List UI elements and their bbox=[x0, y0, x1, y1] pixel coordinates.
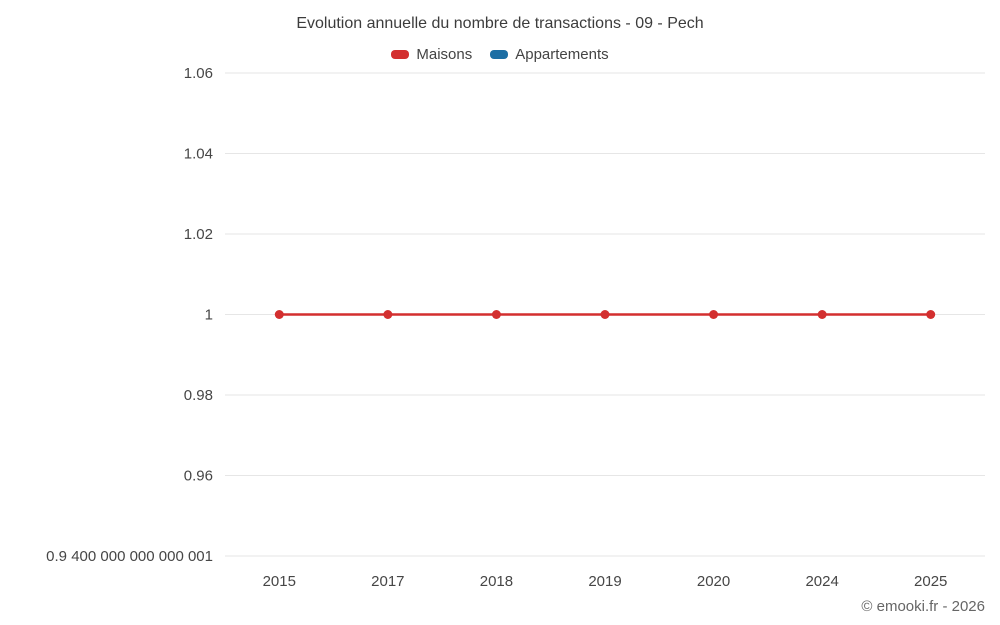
data-point[interactable] bbox=[926, 310, 936, 319]
y-tick-label: 0.9 400 000 000 000 001 bbox=[46, 548, 213, 565]
legend-item-appartements: Appartements bbox=[490, 46, 609, 63]
legend-swatch bbox=[391, 50, 410, 59]
legend-label: Maisons bbox=[416, 46, 473, 63]
data-point[interactable] bbox=[600, 310, 610, 319]
y-tick-label: 1.04 bbox=[184, 146, 213, 163]
legend-label: Appartements bbox=[515, 46, 609, 63]
x-tick-label: 2025 bbox=[914, 573, 947, 590]
x-tick-label: 2019 bbox=[588, 573, 621, 590]
legend-swatch bbox=[490, 50, 509, 59]
chart-title: Evolution annuelle du nombre de transact… bbox=[296, 15, 704, 32]
y-tick-label: 1.06 bbox=[184, 65, 213, 82]
x-tick-label: 2015 bbox=[263, 573, 296, 590]
chart-legend: Maisons Appartements bbox=[0, 46, 1000, 63]
legend-item-maisons: Maisons bbox=[391, 46, 472, 63]
x-tick-label: 2024 bbox=[805, 573, 838, 590]
x-tick-label: 2020 bbox=[697, 573, 730, 590]
y-tick-label: 0.96 bbox=[184, 468, 213, 485]
y-tick-label: 0.98 bbox=[184, 387, 213, 404]
copyright: © emooki.fr - 2026 bbox=[861, 598, 985, 615]
data-point[interactable] bbox=[491, 310, 501, 319]
y-tick-label: 1.02 bbox=[184, 226, 213, 243]
data-point[interactable] bbox=[709, 310, 719, 319]
data-point[interactable] bbox=[274, 310, 284, 319]
data-point[interactable] bbox=[817, 310, 827, 319]
y-tick-label: 1 bbox=[205, 307, 213, 324]
x-tick-label: 2018 bbox=[480, 573, 513, 590]
x-tick-label: 2017 bbox=[371, 573, 404, 590]
data-point[interactable] bbox=[383, 310, 393, 319]
